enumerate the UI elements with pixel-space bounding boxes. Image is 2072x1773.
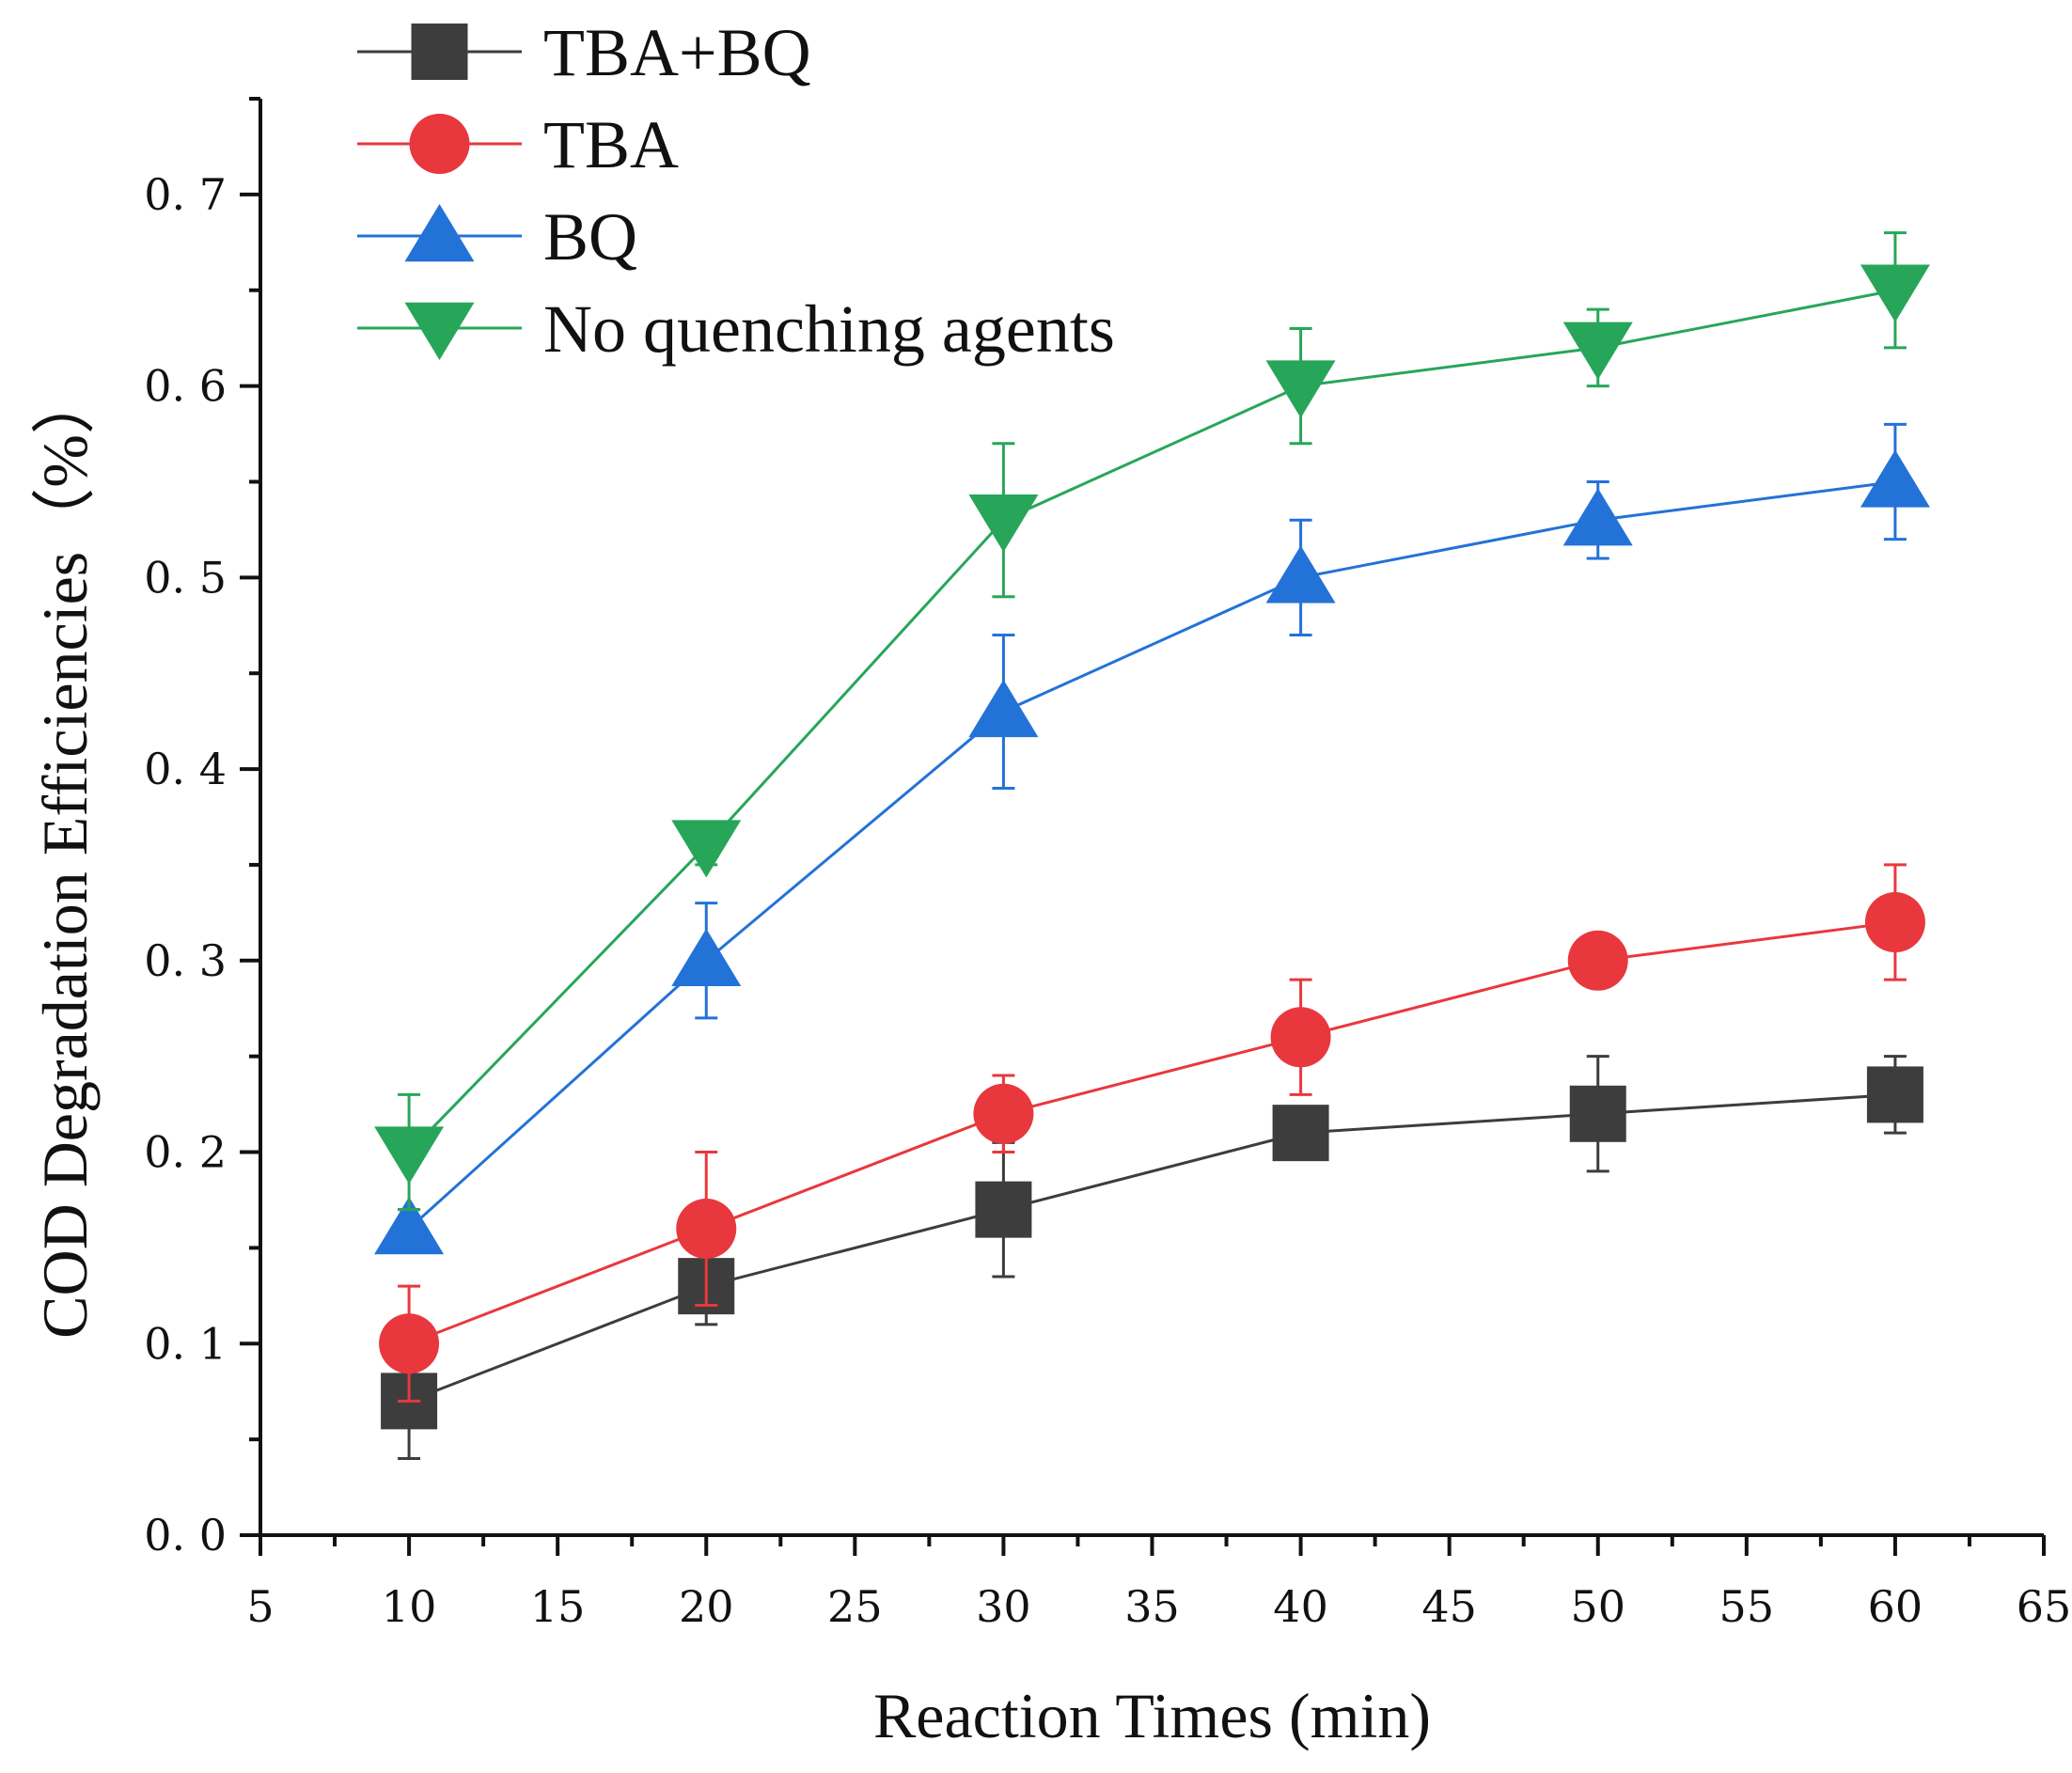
x-tick-label: 65: [2017, 1581, 2072, 1632]
series-bq: [374, 422, 1930, 1255]
axes: 5 10 15 20 25 30 35 40 45 50 55 60 65 0. 0 0. 1 0. 2 0. …: [144, 97, 2072, 1632]
legend-label: No quenching agents: [543, 291, 1115, 367]
data-point: [1562, 488, 1633, 546]
x-tick-label: 35: [1124, 1581, 1180, 1632]
data-point: [374, 1126, 445, 1185]
y-tick-label: 0. 4: [144, 744, 227, 794]
data-point: [1567, 930, 1628, 991]
data-point: [1860, 449, 1930, 508]
x-tick-label: 30: [976, 1581, 1031, 1632]
legend: TBA+BQ TBA BQ No quenching agents: [357, 15, 1115, 367]
y-tick-label: 0. 0: [144, 1510, 227, 1561]
x-tick-label: 15: [530, 1581, 586, 1632]
data-point: [968, 494, 1039, 553]
x-tick-label: 20: [679, 1581, 734, 1632]
data-point: [374, 1197, 445, 1255]
legend-item: TBA+BQ: [357, 15, 811, 90]
data-point: [1569, 1085, 1626, 1142]
data-point: [671, 820, 742, 878]
y-tick-label: 0. 7: [144, 169, 227, 220]
legend-label: TBA+BQ: [543, 15, 811, 90]
series-tba-bq: [381, 1055, 1923, 1461]
data-point: [1562, 322, 1633, 380]
x-tick-label: 45: [1421, 1581, 1477, 1632]
series-no-quenching-agents: [374, 231, 1930, 1212]
data-point: [1265, 545, 1336, 604]
data-point: [1860, 264, 1930, 322]
data-point: [1864, 892, 1925, 953]
x-tick-label: 50: [1570, 1581, 1625, 1632]
x-tick-label: 40: [1273, 1581, 1328, 1632]
y-tick-label: 0. 5: [144, 552, 227, 603]
y-tick-label: 0. 3: [144, 935, 227, 986]
y-tick-label: 0. 2: [144, 1127, 227, 1178]
data-point: [379, 1313, 440, 1374]
x-axis-title: Reaction Times (min): [873, 1680, 1431, 1751]
legend-marker: [404, 204, 475, 262]
x-tick-label: 5: [246, 1581, 274, 1632]
data-point: [1272, 1105, 1329, 1162]
legend-marker: [411, 24, 468, 80]
data-point: [975, 1181, 1032, 1238]
legend-marker: [404, 302, 475, 360]
legend-label: TBA: [543, 107, 679, 182]
series-line: [408, 479, 1896, 1231]
data-point: [1270, 1007, 1331, 1068]
y-axis-title: COD Degradation Efficiencies（%）: [29, 370, 101, 1339]
legend-label: BQ: [543, 199, 637, 275]
legend-item: TBA: [357, 107, 679, 182]
data-point: [973, 1083, 1034, 1144]
data-point: [968, 679, 1039, 738]
data-point: [671, 928, 742, 986]
x-tick-label: 25: [827, 1581, 883, 1632]
legend-item: No quenching agents: [357, 291, 1115, 367]
y-tick-label: 0. 1: [144, 1318, 227, 1369]
x-tick-label: 55: [1719, 1581, 1775, 1632]
series-line: [408, 920, 1896, 1345]
x-tick-label: 60: [1868, 1581, 1923, 1632]
legend-marker: [409, 114, 470, 174]
data-point: [1866, 1066, 1923, 1123]
x-tick-label: 10: [382, 1581, 437, 1632]
data-point: [1265, 360, 1336, 418]
series-line: [408, 289, 1896, 1153]
plot-area: [374, 231, 1930, 1461]
series-line: [408, 1092, 1896, 1403]
series-tba: [379, 863, 1925, 1403]
y-tick-label: 0. 6: [144, 361, 227, 412]
data-point: [676, 1199, 737, 1260]
legend-item: BQ: [357, 199, 637, 275]
